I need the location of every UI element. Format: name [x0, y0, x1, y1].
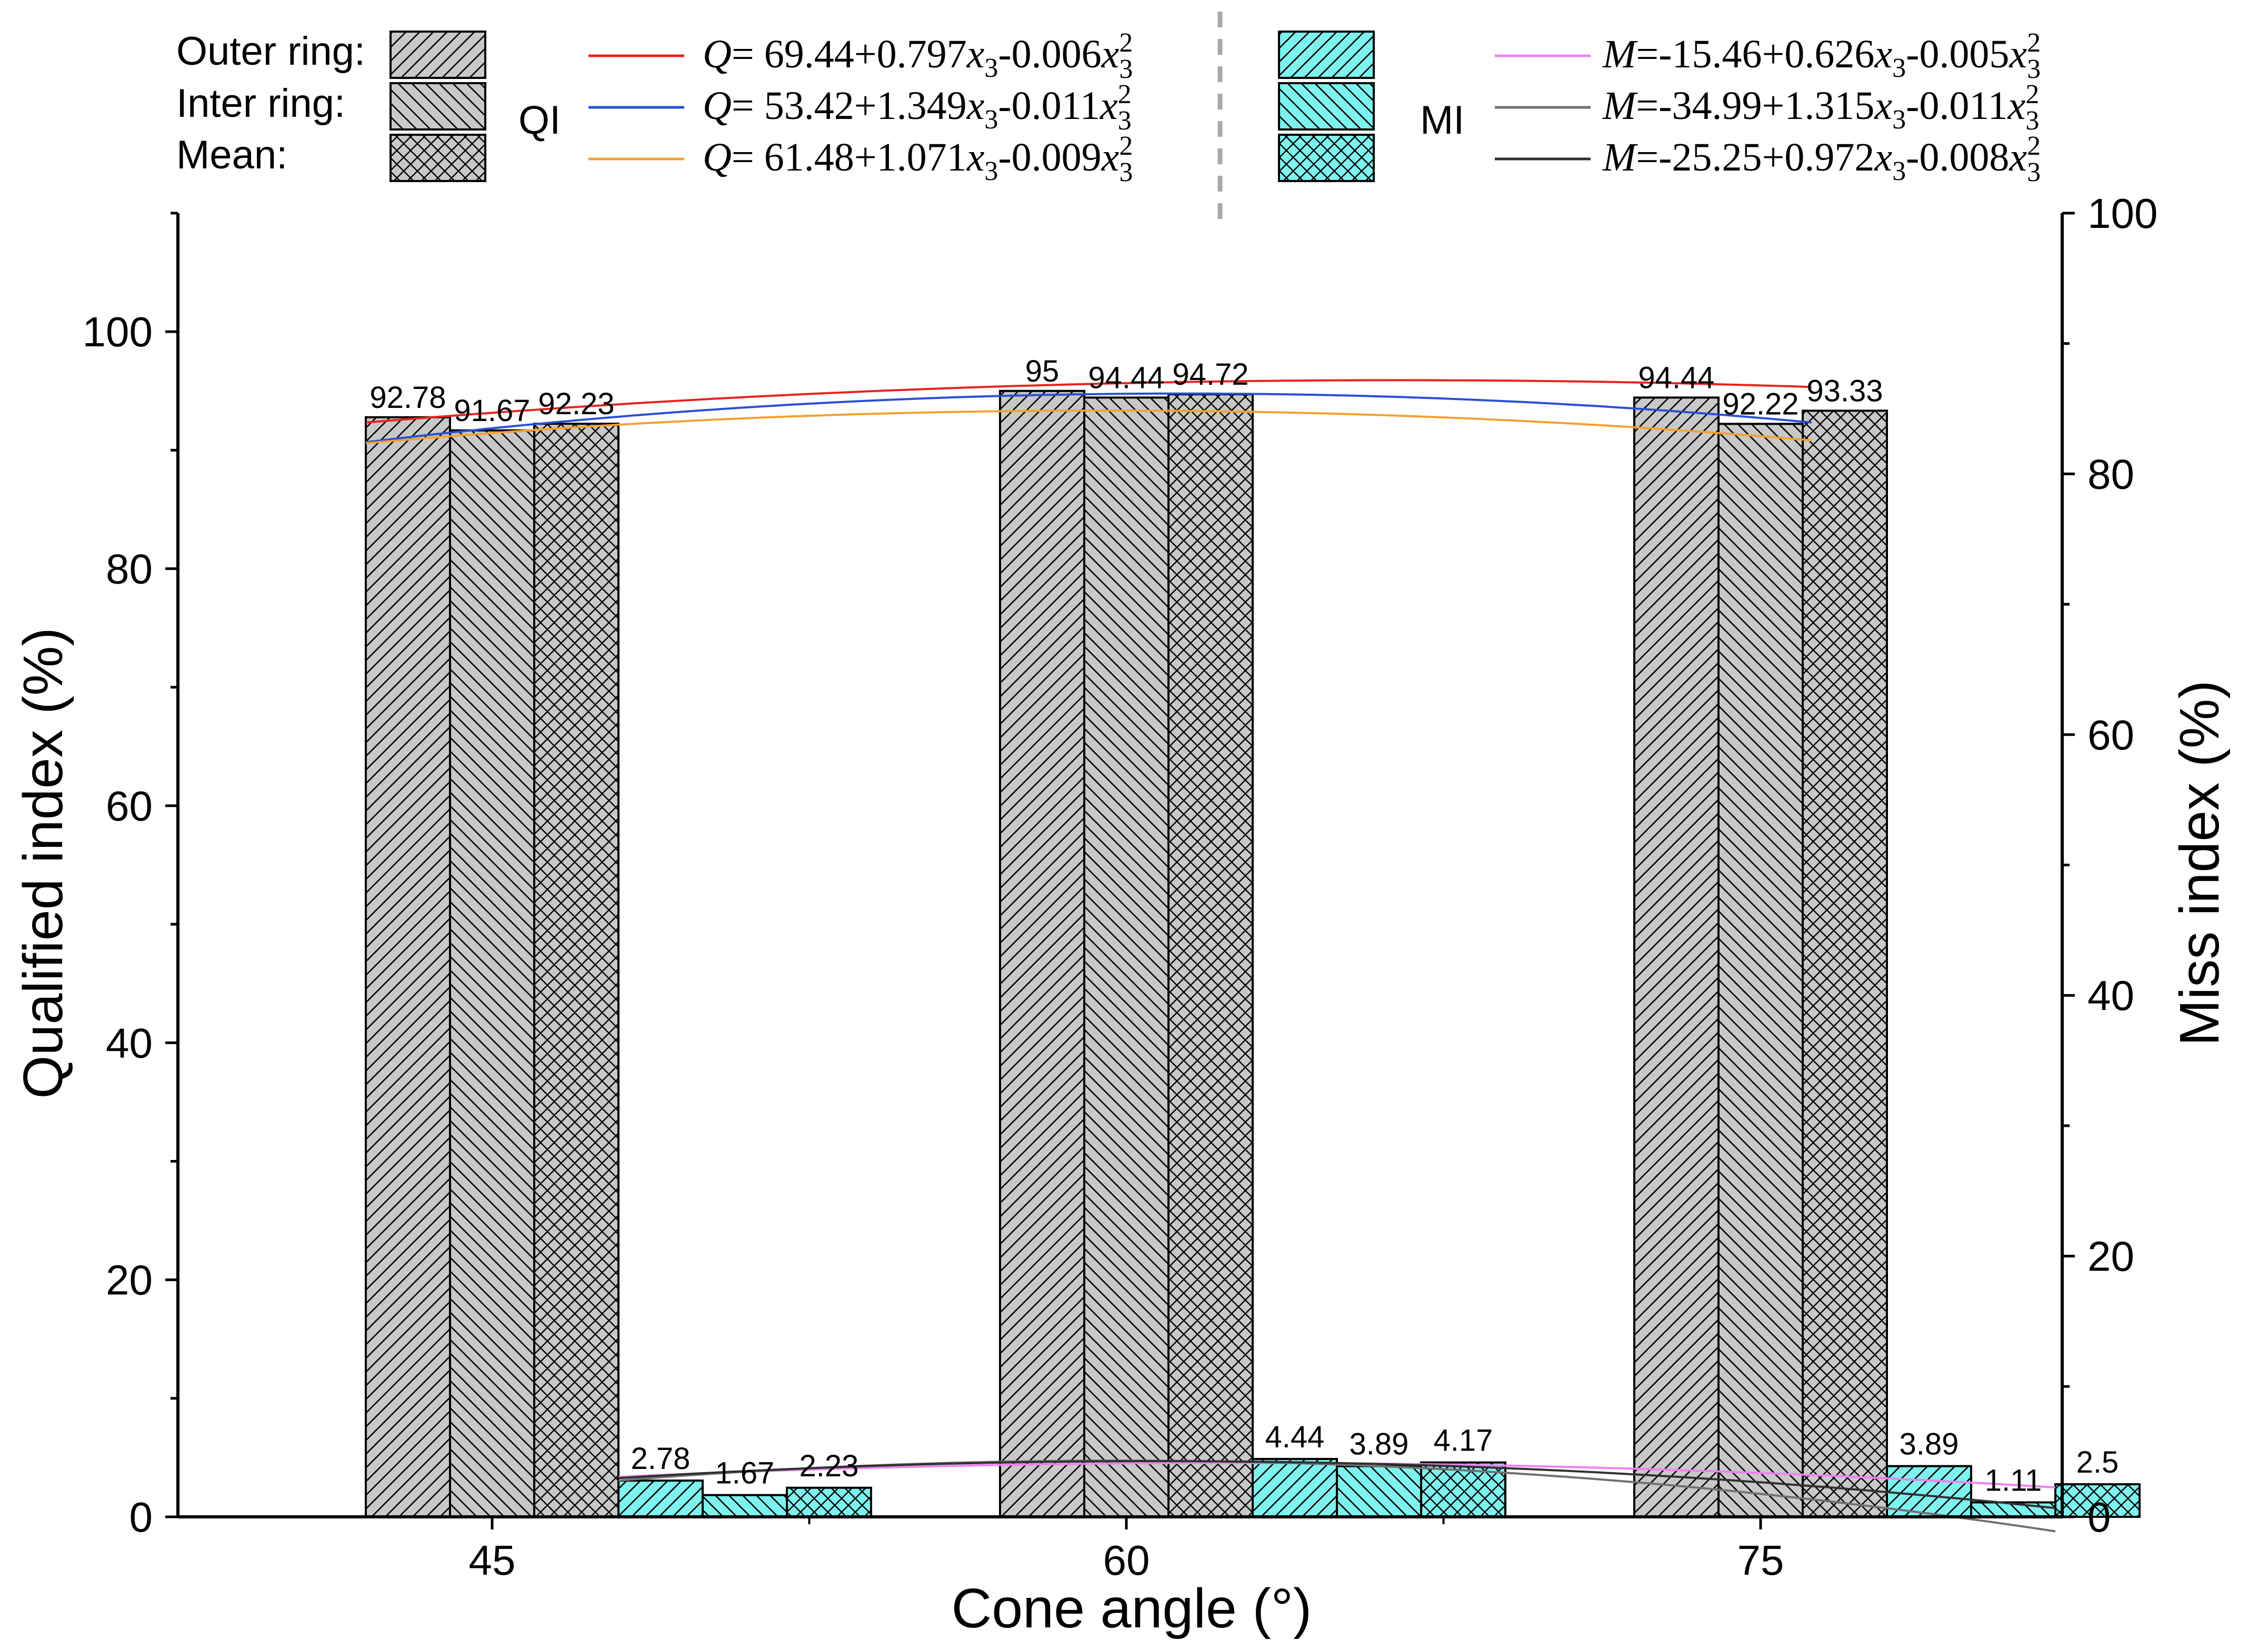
legend-mi-equation: M=-15.46+0.626x3-0.005x2 3	[1602, 28, 2041, 84]
qi-data-label: 93.33	[1806, 374, 1883, 408]
mi-data-label: 4.44	[1265, 1420, 1325, 1454]
mi-data-label: 1.11	[1985, 1464, 2042, 1498]
qi-bar	[1167, 393, 1254, 1518]
qi-fit-curve	[365, 392, 1812, 444]
legend-qi-group-label: QI	[518, 98, 561, 143]
mi-bar	[1336, 1465, 1422, 1518]
qi-bar	[999, 389, 1085, 1518]
legend-label-outer-ring: Outer ring:	[176, 29, 365, 74]
qi-data-label: 92.22	[1722, 387, 1799, 421]
legend-mi-group-label: MI	[1420, 98, 1464, 143]
mi-data-label: 2.5	[2076, 1445, 2119, 1479]
x-tick-label: 75	[1737, 1537, 1784, 1584]
qi-bar	[1083, 396, 1170, 1518]
qi-fit-curve	[365, 409, 1812, 445]
y-left-tick-label: 40	[106, 1019, 153, 1066]
qi-bar	[449, 429, 535, 1518]
y-left-tick-label: 0	[129, 1494, 153, 1541]
y-left-tick-label: 20	[106, 1257, 153, 1304]
y-right-tick-label: 20	[2087, 1233, 2134, 1280]
legend: Outer ring: Inter ring: Mean: QI MI Q= 6…	[176, 12, 2041, 231]
qi-data-label: 94.44	[1088, 361, 1164, 395]
qi-data-label: 95	[1025, 354, 1060, 388]
qi-bar	[1633, 396, 1720, 1518]
mi-bar	[786, 1486, 872, 1518]
legend-mi-swatch	[1278, 134, 1375, 182]
legend-mi-equation: M=-34.99+1.315x3-0.011x2 3	[1602, 79, 2039, 136]
mi-bar	[617, 1479, 704, 1518]
y-axis-title-right: Miss index (%)	[2169, 680, 2231, 1046]
qi-data-label: 94.44	[1638, 361, 1714, 395]
qi-bar	[1802, 409, 1888, 1518]
x-axis-title: Cone angle (°)	[952, 1577, 1312, 1639]
legend-qi-equation: Q= 69.44+0.797x3-0.006x2 3	[703, 28, 1133, 84]
mi-data-label: 3.89	[1350, 1427, 1409, 1462]
y-axis-title-left: Qualified index (%)	[12, 627, 74, 1099]
mi-bar	[2054, 1483, 2141, 1518]
qi-data-label: 92.78	[369, 381, 446, 415]
mi-fit-curve	[618, 1460, 2056, 1509]
y-right-tick-label: 0	[2087, 1494, 2111, 1541]
y-right-tick-label: 40	[2087, 972, 2134, 1019]
qi-bar	[365, 416, 451, 1518]
mi-data-label: 1.67	[715, 1456, 775, 1491]
legend-qi-equation: Q= 53.42+1.349x3-0.011x2 3	[703, 79, 1132, 136]
y-right-tick-label: 60	[2087, 712, 2134, 758]
qi-data-label: 91.67	[454, 394, 530, 428]
legend-qi-swatch	[389, 134, 486, 182]
mi-bar	[702, 1494, 788, 1518]
x-tick-label: 60	[1103, 1537, 1150, 1584]
mi-bar	[1252, 1458, 1338, 1518]
qi-bar	[533, 423, 620, 1518]
y-left-tick-label: 60	[106, 783, 153, 829]
legend-qi-equation: Q= 61.48+1.071x3-0.009x2 3	[703, 131, 1133, 187]
qi-data-label: 92.23	[538, 387, 614, 421]
legend-label-inter-ring: Inter ring:	[176, 81, 345, 126]
qi-fit-curve	[365, 379, 1812, 424]
qi-bar	[1717, 423, 1804, 1518]
legend-qi-swatch	[389, 82, 486, 131]
mi-data-label: 2.23	[800, 1449, 859, 1483]
mi-data-label: 2.78	[631, 1442, 691, 1476]
legend-qi-swatch	[389, 31, 486, 79]
legend-mi-swatch	[1278, 31, 1375, 79]
y-left-tick-label: 100	[83, 308, 153, 355]
legend-mi-equation: M=-25.25+0.972x3-0.008x2 3	[1602, 131, 2041, 187]
mi-data-label: 4.17	[1434, 1424, 1493, 1458]
legend-mi-swatch	[1278, 82, 1375, 131]
legend-label-mean: Mean:	[176, 133, 287, 177]
x-tick-label: 45	[469, 1537, 516, 1584]
y-right-tick-label: 80	[2087, 451, 2134, 497]
mi-data-label: 3.89	[1900, 1427, 1959, 1462]
y-left-tick-label: 80	[106, 546, 153, 593]
qi-data-label: 94.72	[1172, 357, 1248, 392]
y-right-tick-label: 100	[2087, 190, 2157, 237]
